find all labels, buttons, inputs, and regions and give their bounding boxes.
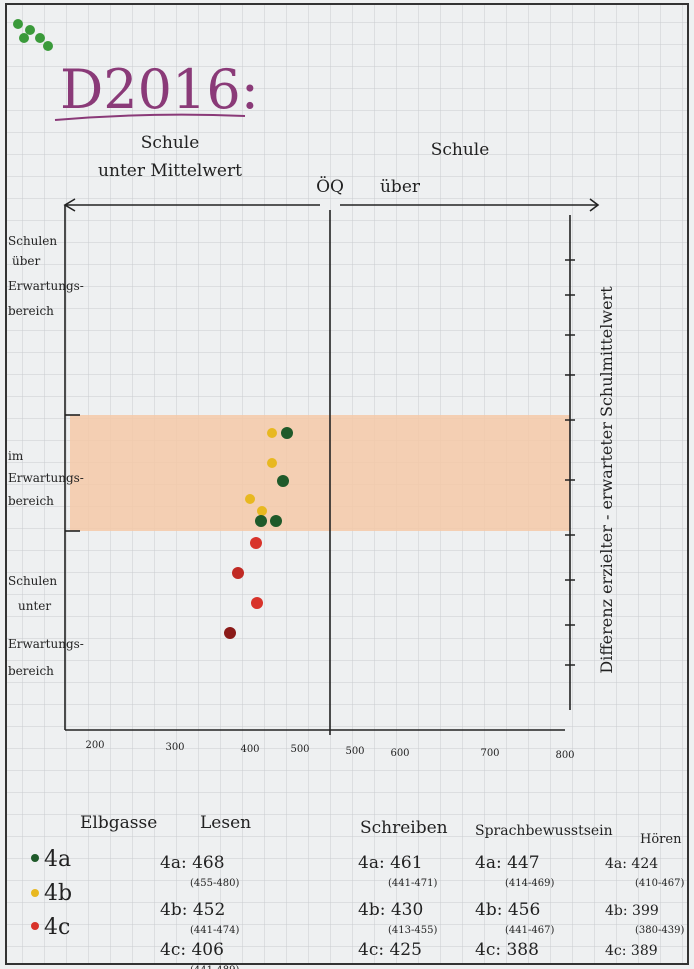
left-label: bereich: [8, 494, 54, 508]
table-cells: 4a: 468 (455-480) 4a: 461 (441-471) 4a: 447 (…: [160, 853, 684, 969]
cell-value: 4a: 461: [358, 853, 423, 873]
top-center: ÖQ: [316, 176, 344, 197]
top-right: über: [380, 177, 421, 197]
cell-range: (441-489): [190, 965, 239, 969]
subject: Lesen: [200, 813, 251, 833]
subject: Sprachbewusstsein: [475, 823, 613, 839]
cell-range: (380-439): [635, 925, 684, 936]
left-label: unter: [18, 599, 51, 613]
left-label: Schulen: [8, 234, 57, 248]
cell-range: (441-471): [388, 878, 437, 889]
left-label: bereich: [8, 664, 54, 678]
left-label: Erwartungs-: [8, 471, 84, 485]
title: D2016:: [60, 58, 259, 121]
cell-range: (410-467): [635, 878, 684, 889]
left-label: im: [8, 449, 24, 463]
cell-value: 4b: 399: [605, 903, 659, 919]
left-label: Erwartungs-: [8, 637, 84, 651]
cell-range: (441-467): [505, 925, 554, 936]
x-label: 400: [240, 744, 259, 755]
cell-value: 4b: 456: [475, 900, 540, 920]
left-label: über: [12, 254, 41, 268]
cell-value: 4b: 452: [160, 900, 225, 920]
cell-value: 4a: 424: [605, 856, 658, 872]
x-label: 700: [480, 748, 499, 759]
table: Elbgasse Lesen Schreiben Sprachbewusstse…: [31, 813, 682, 940]
x-label: 200: [85, 740, 104, 751]
left-label: bereich: [8, 304, 54, 318]
left-label: Erwartungs-: [8, 279, 84, 293]
x-label: 800: [555, 750, 574, 761]
cell-value: 4c: 388: [475, 940, 539, 960]
x-label: 500: [345, 746, 364, 757]
cell-value: 4c: 406: [160, 940, 224, 960]
sticker: [13, 19, 53, 51]
cell-range: (455-480): [190, 878, 239, 889]
top-right: Schule: [431, 140, 490, 160]
top-left: unter Mittelwert: [98, 161, 242, 181]
right-label: Differenz erzielter - erwarteter Schulmi…: [597, 286, 616, 674]
title-underline: [54, 113, 246, 121]
subject: Hören: [640, 832, 682, 847]
legend: 4a: [44, 847, 71, 872]
cell-value: 4c: 425: [358, 940, 422, 960]
school: Elbgasse: [80, 813, 157, 833]
cell-value: 4a: 447: [475, 853, 540, 873]
legend: 4c: [44, 915, 70, 940]
x-label: 600: [390, 748, 409, 759]
cell-value: 4c: 389: [605, 943, 658, 959]
x-label: 500: [290, 744, 309, 755]
cell-range: (413-455): [388, 925, 437, 936]
dots: [224, 427, 293, 639]
x-labels: 200 300 400 500 500 600 700 800: [85, 740, 574, 761]
x-label: 300: [165, 742, 184, 753]
axes: [63, 198, 600, 735]
cell-value: 4a: 468: [160, 853, 225, 873]
legend: 4b: [44, 881, 72, 906]
cell-value: 4b: 430: [358, 900, 423, 920]
top-left: Schule: [141, 133, 200, 153]
cell-range: (441-474): [190, 925, 239, 936]
subject: Schreiben: [360, 818, 448, 838]
expected-band: [70, 415, 570, 531]
left-labels: Schulen über Erwartungs- bereich im Erwa…: [8, 234, 84, 678]
left-label: Schulen: [8, 574, 57, 588]
cell-range: (414-469): [505, 878, 554, 889]
